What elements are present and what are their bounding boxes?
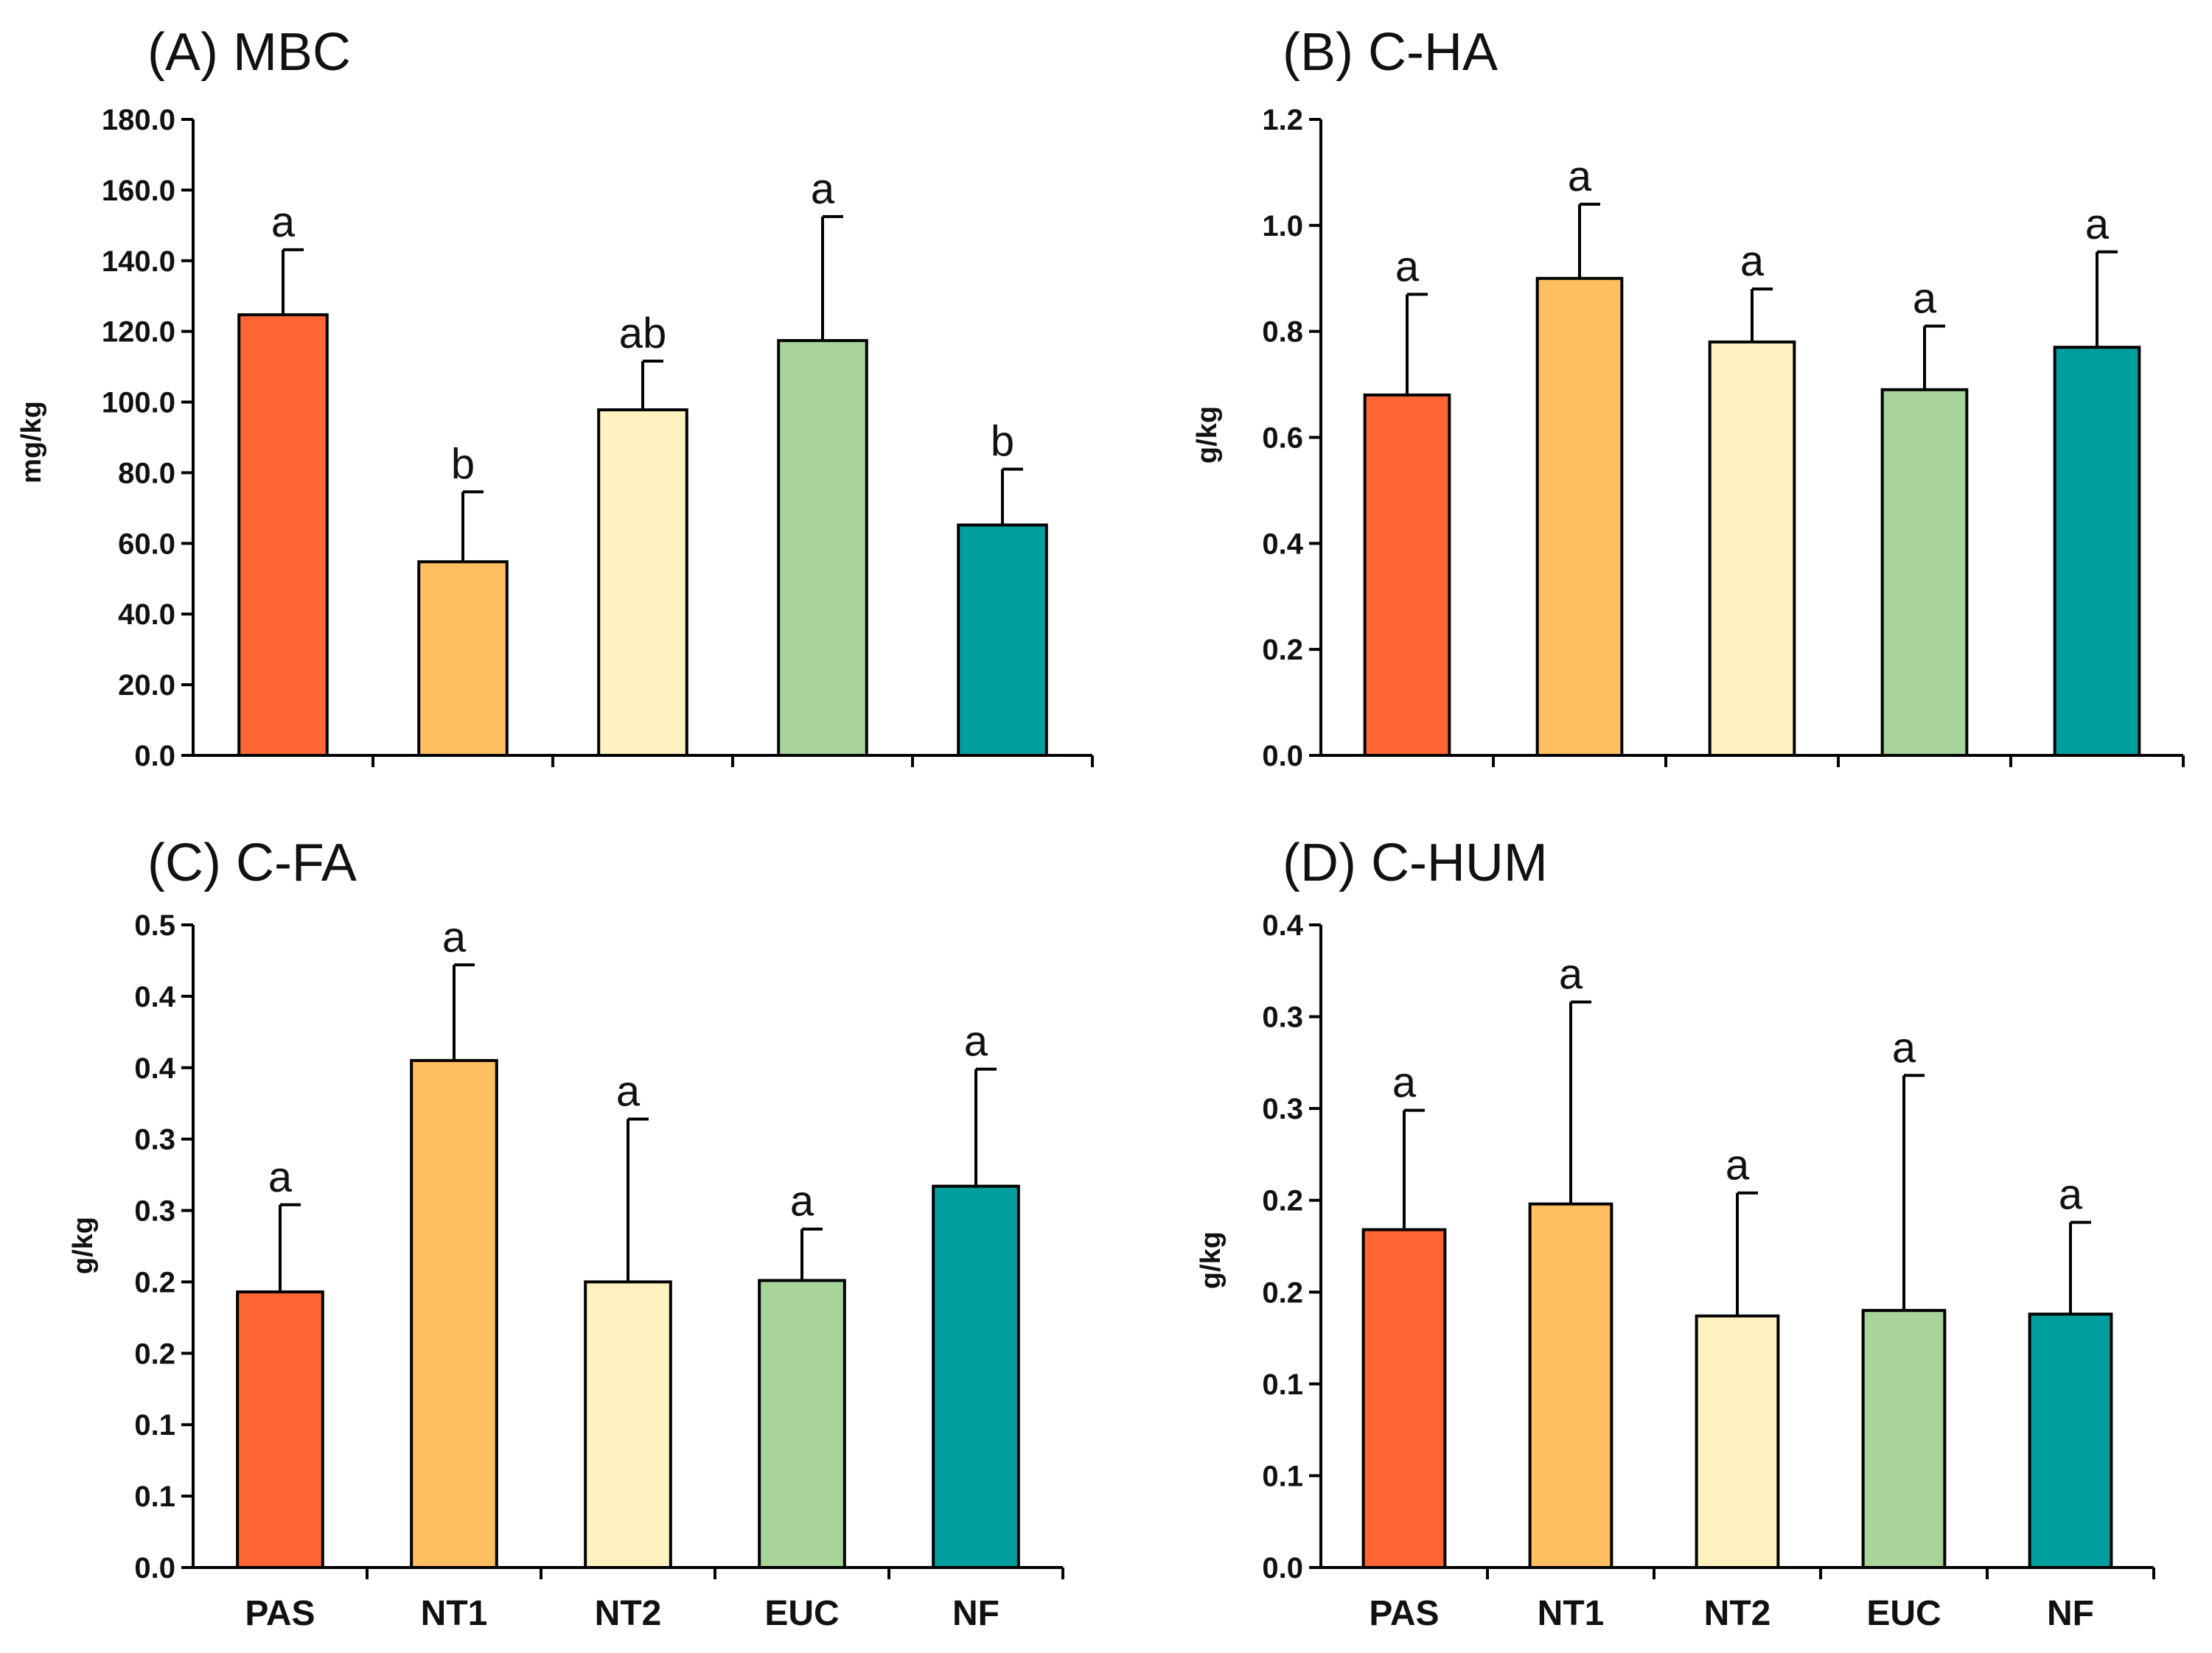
y-tick-label: 1.0 bbox=[1262, 210, 1303, 242]
bar-pas bbox=[1361, 1228, 1447, 1569]
bar-nt1 bbox=[1528, 1202, 1613, 1569]
y-tick-label: 0.0 bbox=[1262, 1552, 1303, 1584]
y-tick-label: 140.0 bbox=[102, 245, 175, 278]
bar-nt2 bbox=[584, 1280, 672, 1569]
y-tick-label: 0.3 bbox=[1262, 1002, 1303, 1034]
y-tick-label: 120.0 bbox=[102, 316, 175, 349]
y-tick-label: 1.2 bbox=[1262, 104, 1303, 136]
y-tick-label: 0.3 bbox=[134, 1195, 175, 1228]
bar-nf bbox=[957, 523, 1048, 757]
y-tick-label: 160.0 bbox=[102, 175, 175, 207]
bar-nt2 bbox=[1708, 340, 1796, 757]
y-tick-label: 0.4 bbox=[1262, 528, 1303, 560]
bar-euc bbox=[1861, 1309, 1947, 1569]
panel-title: (B) C-HA bbox=[1283, 23, 1498, 82]
bar-pas bbox=[237, 313, 329, 758]
bar-pas bbox=[1363, 393, 1451, 757]
x-category-label: EUC bbox=[764, 1594, 839, 1633]
bar-nt1 bbox=[1535, 276, 1624, 757]
y-tick-label: 0.4 bbox=[134, 1052, 175, 1085]
y-axis-label: mg/kg bbox=[16, 401, 47, 483]
significance-label: a bbox=[1913, 274, 1937, 322]
y-tick-label: 0.0 bbox=[134, 740, 175, 772]
bar-euc bbox=[1880, 388, 1969, 758]
significance-label: a bbox=[442, 913, 467, 961]
panel-title: (A) MBC bbox=[147, 23, 351, 82]
x-category-label: NT2 bbox=[595, 1594, 662, 1633]
y-tick-label: 0.0 bbox=[134, 1552, 175, 1584]
x-category-label: PAS bbox=[245, 1594, 315, 1633]
significance-label: a bbox=[271, 198, 296, 246]
bar-euc bbox=[777, 339, 868, 758]
y-tick-label: 60.0 bbox=[118, 528, 175, 560]
significance-label: ab bbox=[619, 310, 667, 357]
panel-c-c-fa: (C) C-FA g/kg 0.0 0.1 0.1 0.2 0.2 0.3 0.3 0.4 0.4 0… bbox=[68, 834, 1064, 1633]
y-tick-label: 80.0 bbox=[118, 457, 175, 489]
panel-d-c-hum: (D) C-HUM g/kg 0.0 0.1 0.1 0.2 0.2 0.3 0.3 0.4 a PA… bbox=[1196, 834, 2155, 1633]
significance-label: a bbox=[2059, 1171, 2083, 1219]
bar-nf bbox=[2053, 346, 2141, 758]
bar-euc bbox=[758, 1279, 846, 1570]
y-tick-label: 0.2 bbox=[1262, 1276, 1303, 1309]
significance-label: a bbox=[2085, 200, 2110, 248]
x-category-label: EUC bbox=[1866, 1594, 1941, 1633]
y-tick-label: 0.4 bbox=[1262, 909, 1303, 942]
y-tick-label: 0.3 bbox=[134, 1124, 175, 1156]
y-tick-label: 100.0 bbox=[102, 387, 175, 419]
significance-label: a bbox=[790, 1178, 814, 1226]
significance-label: b bbox=[451, 440, 475, 488]
bar-nf bbox=[2028, 1313, 2113, 1569]
panel-title: (C) C-FA bbox=[147, 834, 357, 892]
panel-b-c-ha: (B) C-HA g/kg 0.0 0.2 0.4 0.6 0.8 1.0 1.2 a a a a a bbox=[1192, 23, 2185, 772]
significance-label: a bbox=[1740, 237, 1765, 285]
y-tick-label: 0.0 bbox=[1262, 740, 1303, 772]
y-tick-label: 0.2 bbox=[134, 1338, 175, 1370]
x-category-label: PAS bbox=[1369, 1594, 1439, 1633]
bar-nt2 bbox=[597, 408, 688, 757]
y-tick-label: 0.5 bbox=[134, 909, 175, 942]
y-tick-label: 0.2 bbox=[1262, 1185, 1303, 1217]
bar-nt1 bbox=[410, 1059, 498, 1569]
significance-label: b bbox=[991, 418, 1014, 466]
significance-label: a bbox=[1892, 1024, 1916, 1072]
y-axis-label: g/kg bbox=[68, 1217, 99, 1274]
y-tick-label: 180.0 bbox=[102, 104, 175, 136]
significance-label: a bbox=[811, 165, 835, 213]
y-tick-label: 0.4 bbox=[134, 981, 175, 1013]
bar-nt2 bbox=[1695, 1314, 1780, 1570]
significance-label: a bbox=[616, 1068, 641, 1116]
y-tick-label: 0.3 bbox=[1262, 1093, 1303, 1125]
significance-label: a bbox=[268, 1153, 293, 1201]
x-category-label: NF bbox=[952, 1594, 999, 1633]
significance-label: a bbox=[964, 1018, 988, 1066]
y-tick-label: 20.0 bbox=[118, 669, 175, 702]
panel-a-mbc: (A) MBC mg/kg 0.0 20.0 40.0 60.0 80.0 100.0 120.… bbox=[16, 23, 1094, 772]
significance-label: a bbox=[1559, 951, 1583, 999]
significance-label: a bbox=[1726, 1142, 1750, 1189]
significance-label: a bbox=[1392, 1059, 1417, 1107]
y-tick-label: 0.1 bbox=[134, 1409, 175, 1441]
y-tick-label: 0.2 bbox=[134, 1266, 175, 1299]
x-category-label: NT1 bbox=[1538, 1594, 1605, 1633]
y-axis-label: g/kg bbox=[1192, 406, 1223, 464]
y-tick-label: 0.2 bbox=[1262, 634, 1303, 666]
y-tick-label: 0.6 bbox=[1262, 422, 1303, 455]
significance-label: a bbox=[1568, 153, 1592, 200]
significance-label: a bbox=[1395, 242, 1420, 290]
y-tick-label: 40.0 bbox=[118, 598, 175, 631]
x-category-label: NT1 bbox=[421, 1594, 488, 1633]
x-category-label: NT2 bbox=[1704, 1594, 1771, 1633]
y-axis-label: g/kg bbox=[1196, 1231, 1227, 1289]
y-tick-label: 0.1 bbox=[1262, 1460, 1303, 1492]
bar-pas bbox=[236, 1290, 324, 1570]
y-tick-label: 0.8 bbox=[1262, 316, 1303, 349]
bar-nf bbox=[932, 1184, 1020, 1569]
bar-nt1 bbox=[417, 560, 509, 758]
y-tick-label: 0.1 bbox=[134, 1481, 175, 1513]
x-category-label: NF bbox=[2047, 1594, 2094, 1633]
y-tick-label: 0.1 bbox=[1262, 1369, 1303, 1401]
panel-title: (D) C-HUM bbox=[1283, 834, 1548, 892]
